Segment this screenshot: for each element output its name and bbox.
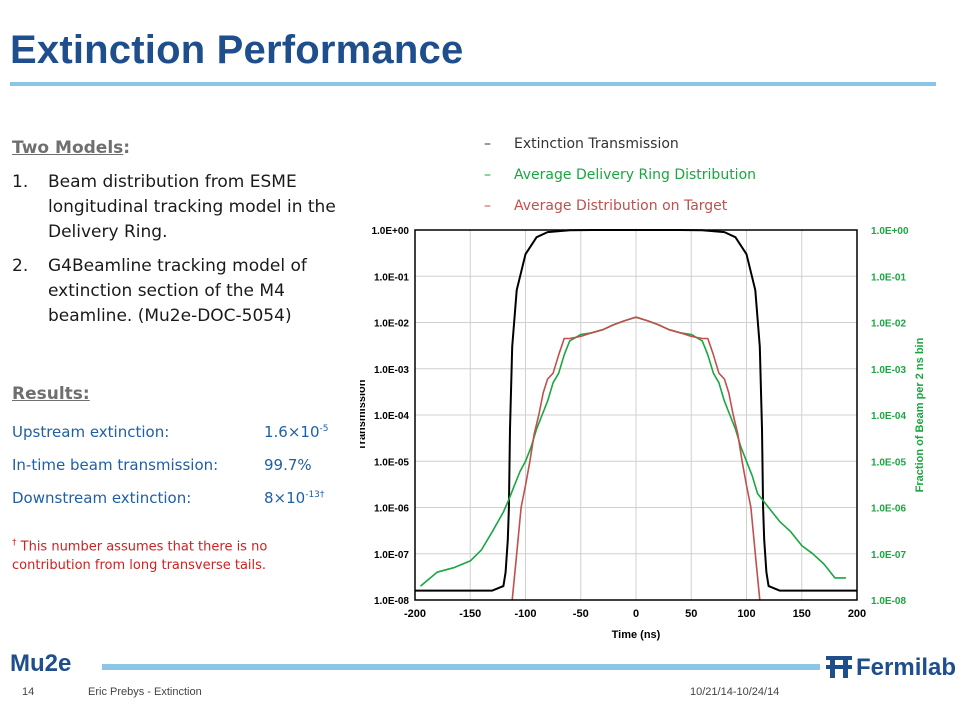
- result-value-base: 99.7%: [264, 456, 312, 474]
- result-label: Upstream extinction:: [12, 423, 170, 441]
- slide-title: Extinction Performance: [10, 28, 464, 72]
- y-axis-label: Transmission: [360, 379, 368, 450]
- legend-item-transmission: – Extinction Transmission: [484, 134, 756, 165]
- fermilab-icon: [826, 656, 852, 678]
- y2-tick-label: 1.0E-06: [871, 504, 906, 515]
- y-tick-label: 1.0E-07: [374, 550, 409, 561]
- fermilab-text: Fermilab: [856, 654, 957, 681]
- x-tick-label: -150: [459, 608, 481, 620]
- y-tick-label: 1.0E+00: [371, 226, 409, 237]
- y-tick-label: 1.0E-08: [374, 596, 409, 607]
- x-tick-label: 0: [633, 608, 639, 620]
- model-text: G4Beamline tracking model of extinction …: [48, 256, 307, 326]
- mu2e-logo: Mu2e: [10, 650, 72, 677]
- result-value-exponent: -13†: [305, 490, 325, 500]
- result-row-downstream: Downstream extinction: 8×10-13†: [12, 489, 324, 507]
- x-tick-label: 150: [793, 608, 811, 620]
- models-section: Two Models: 1. Beam distribution from ESM…: [12, 138, 357, 338]
- y2-axis-label: Fraction of Beam per 2 ns bin: [914, 337, 926, 492]
- footer-bar: [102, 664, 820, 670]
- y-tick-label: 1.0E-01: [374, 272, 409, 283]
- models-list: 1. Beam distribution from ESME longitudin…: [12, 170, 357, 329]
- x-axis-label: Time (ns): [612, 629, 661, 641]
- x-tick-label: -200: [404, 608, 426, 620]
- result-value-base: 1.6×10: [264, 423, 320, 441]
- x-tick-label: -50: [573, 608, 589, 620]
- legend-label: Average Delivery Ring Distribution: [514, 167, 757, 183]
- model-number: 1.: [12, 172, 29, 192]
- y2-tick-label: 1.0E-02: [871, 319, 906, 330]
- title-underline: [10, 82, 936, 86]
- chart-legend: – Extinction Transmission – Average Delive…: [484, 134, 756, 227]
- legend-dash: –: [484, 198, 491, 214]
- model-text: Beam distribution from ESME longitudinal…: [48, 172, 336, 242]
- model-item: 2. G4Beamline tracking model of extinctio…: [12, 254, 357, 329]
- result-value: 99.7%: [264, 456, 312, 474]
- series-line-ring: [419, 316, 846, 587]
- result-value-exponent: -5: [319, 424, 329, 434]
- footer-date: 10/21/14-10/24/14: [690, 686, 780, 698]
- y-tick-label: 1.0E-05: [374, 457, 409, 468]
- result-value: 8×10-13†: [264, 489, 324, 507]
- models-heading-text: Two Models: [12, 138, 124, 158]
- legend-label: Extinction Transmission: [514, 136, 679, 152]
- model-item: 1. Beam distribution from ESME longitudin…: [12, 170, 357, 245]
- y2-tick-label: 1.0E-07: [871, 550, 906, 561]
- footnote-mark: †: [12, 538, 17, 548]
- models-heading: Two Models:: [12, 138, 357, 158]
- models-heading-colon: :: [123, 138, 131, 158]
- model-number: 2.: [12, 256, 29, 276]
- y2-tick-label: 1.0E-05: [871, 457, 906, 468]
- tick-layer: 1.0E+00 1.0E+00 1.0E-01 1.0E-01 1.0E-02 1.0E-…: [371, 226, 909, 620]
- plot-frame: [414, 229, 858, 601]
- y2-tick-label: 1.0E-04: [871, 411, 906, 422]
- page-number: 14: [22, 686, 35, 698]
- series-line-target: [511, 316, 761, 601]
- footnote: † This number assumes that there is no c…: [12, 534, 332, 575]
- results-heading: Results:: [12, 384, 90, 404]
- x-tick-label: 200: [848, 608, 866, 620]
- result-label: Downstream extinction:: [12, 489, 192, 507]
- y2-tick-label: 1.0E-03: [871, 365, 906, 376]
- x-tick-label: -100: [514, 608, 536, 620]
- y-tick-label: 1.0E-04: [374, 411, 409, 422]
- y2-tick-label: 1.0E-08: [871, 596, 906, 607]
- y-tick-label: 1.0E-03: [374, 365, 409, 376]
- result-value-base: 8×10: [264, 489, 306, 507]
- legend-label: Average Distribution on Target: [514, 198, 728, 214]
- result-row-upstream: Upstream extinction: 1.6×10-5: [12, 423, 329, 441]
- extinction-chart: 1.0E+00 1.0E+00 1.0E-01 1.0E-01 1.0E-02 1.0E-…: [360, 226, 926, 641]
- y2-tick-label: 1.0E+00: [871, 226, 909, 237]
- result-value: 1.6×10-5: [264, 423, 329, 441]
- y2-tick-label: 1.0E-01: [871, 272, 906, 283]
- legend-dash: –: [484, 167, 491, 183]
- x-tick-label: 100: [737, 608, 755, 620]
- legend-item-target: – Average Distribution on Target: [484, 196, 756, 227]
- grid-layer: [414, 229, 858, 601]
- result-label: In-time beam transmission:: [12, 456, 219, 474]
- result-row-transmission: In-time beam transmission: 99.7%: [12, 456, 312, 474]
- y-tick-label: 1.0E-02: [374, 319, 409, 330]
- footer-author: Eric Prebys - Extinction: [88, 686, 202, 698]
- x-tick-label: 50: [685, 608, 697, 620]
- fermilab-logo: Fermilab: [826, 654, 956, 682]
- y-tick-label: 1.0E-06: [374, 504, 409, 515]
- legend-dash: –: [484, 136, 491, 152]
- legend-item-ring: – Average Delivery Ring Distribution: [484, 165, 756, 196]
- footnote-text: This number assumes that there is no con…: [12, 539, 268, 574]
